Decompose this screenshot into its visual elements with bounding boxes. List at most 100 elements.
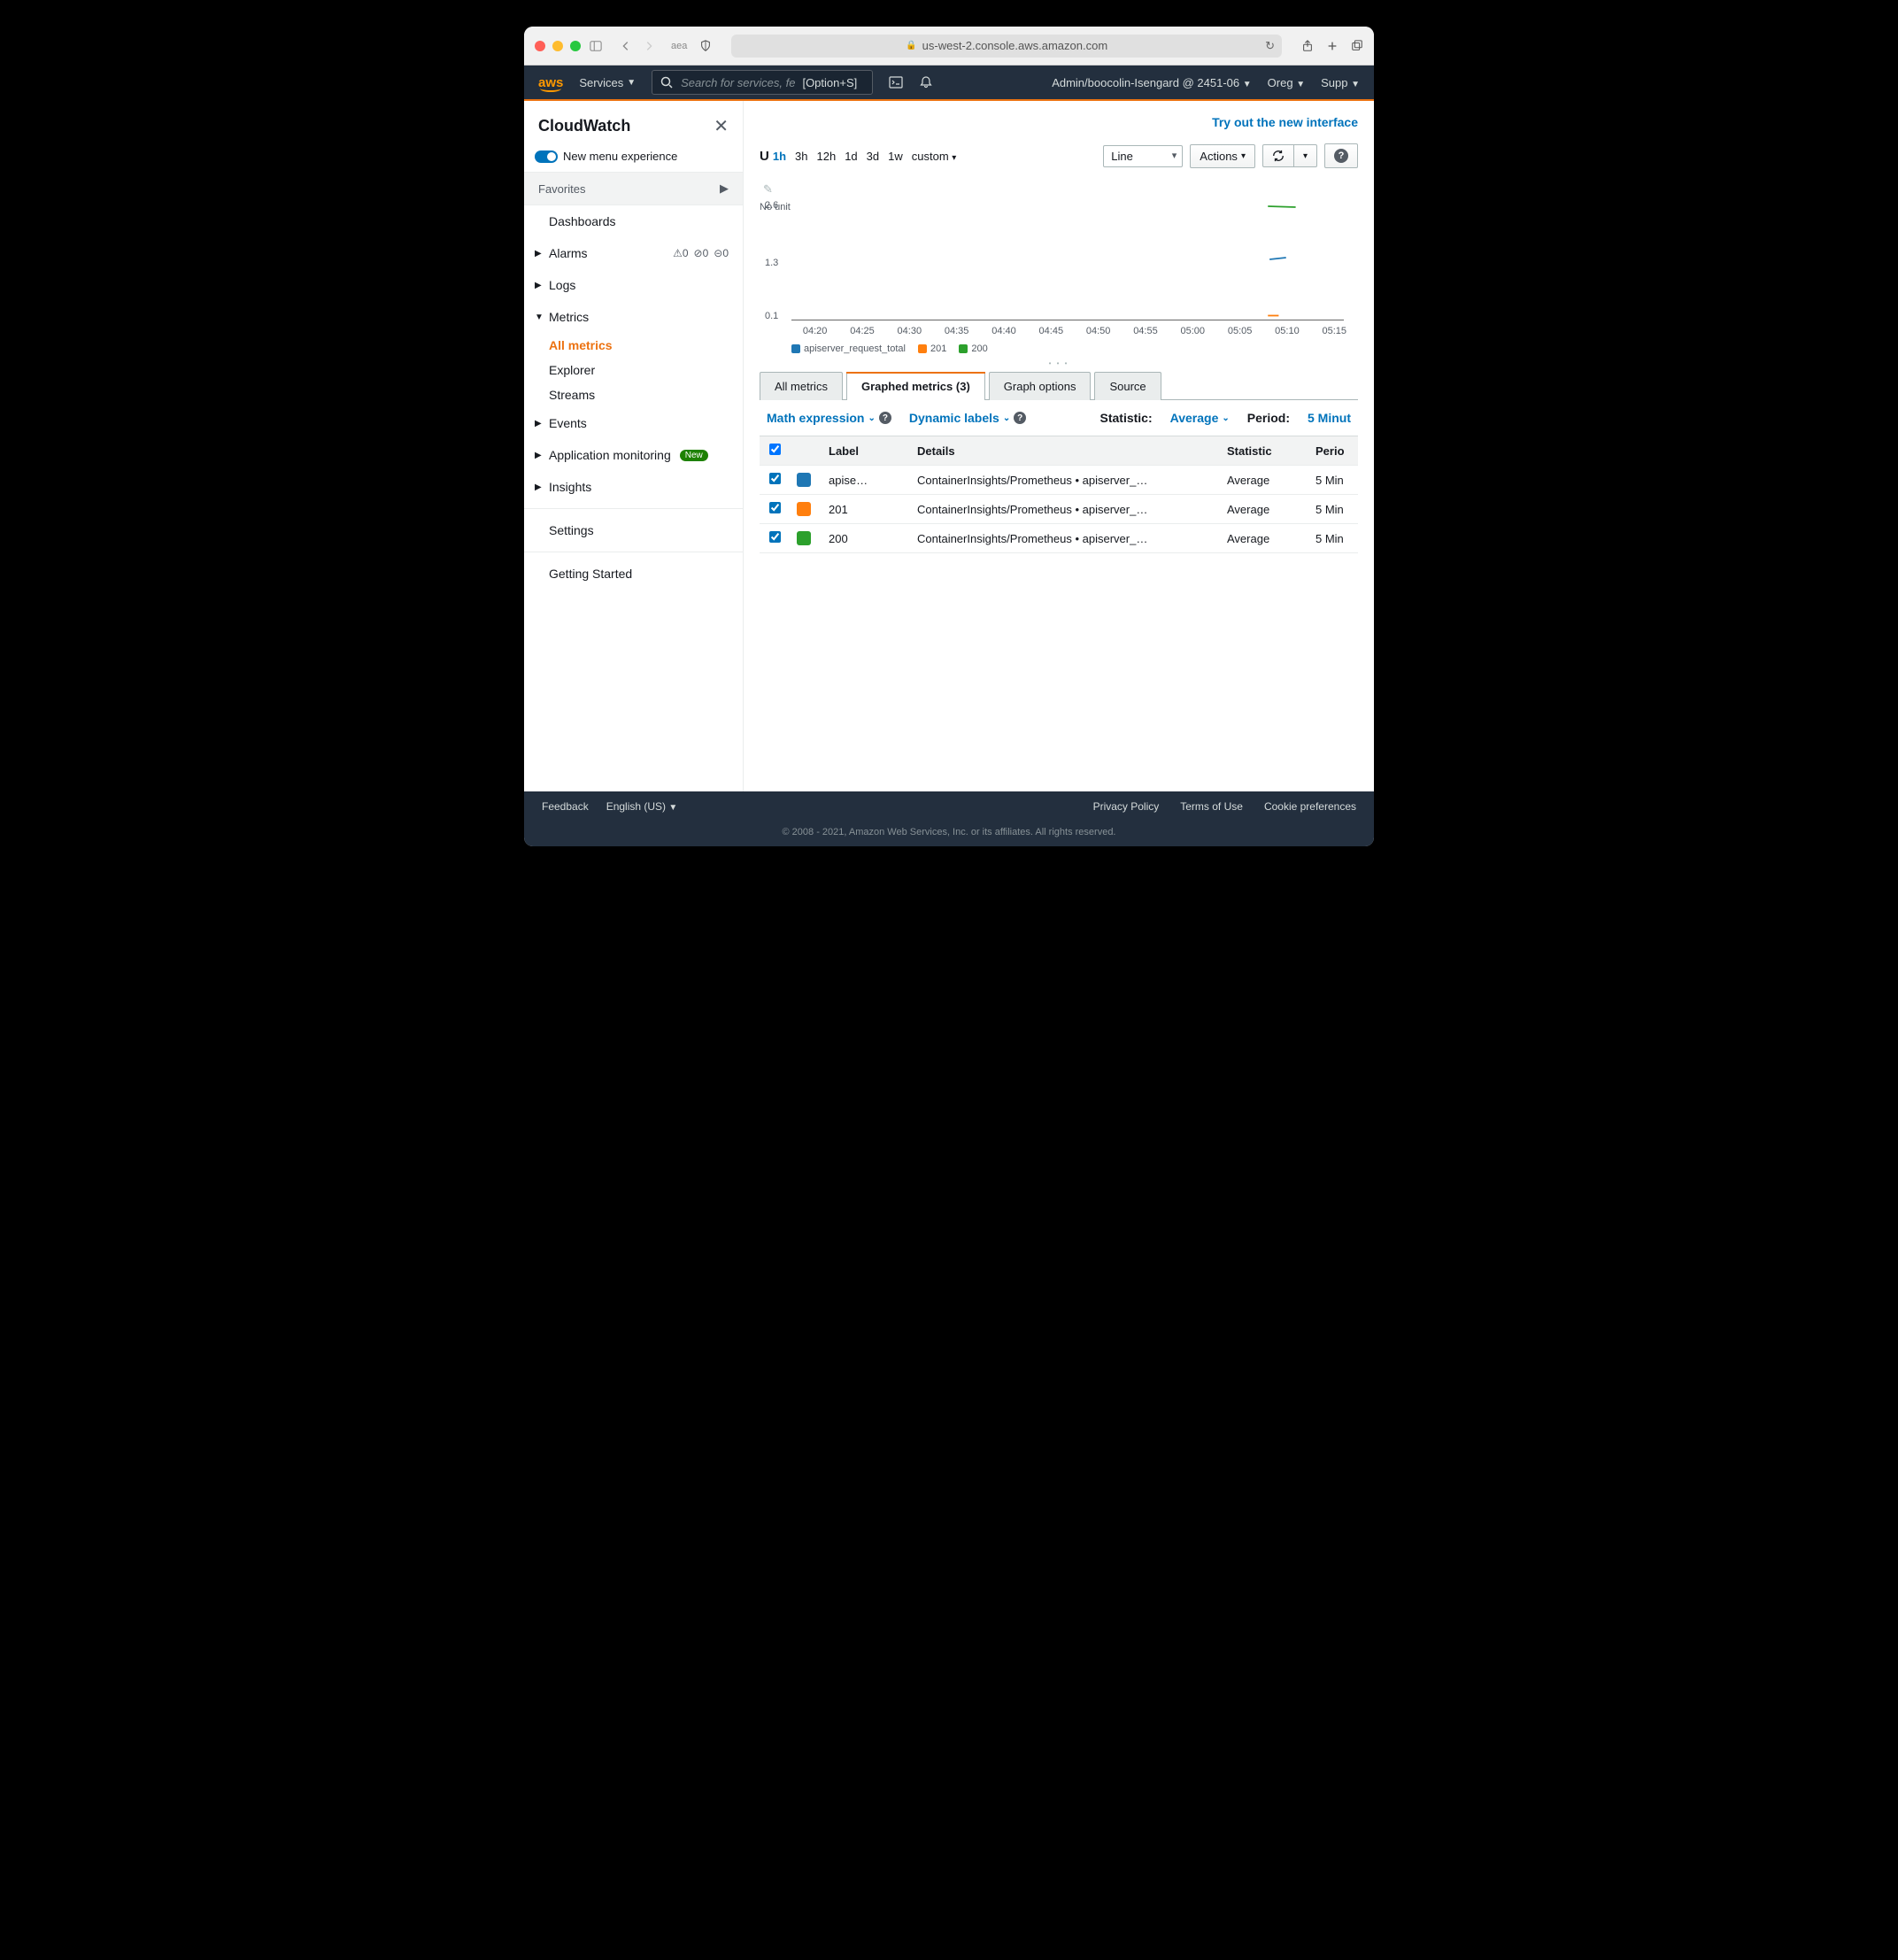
chart-toolbar: U1h3h12h1d3d1wcustom ▾ Line Actions ▾ ▾ … bbox=[760, 143, 1358, 168]
sidebar-item-label: Dashboards bbox=[549, 214, 616, 228]
sidebar-item-dashboards[interactable]: Dashboards bbox=[524, 205, 743, 237]
time-range-3h[interactable]: 3h bbox=[795, 150, 807, 163]
sidebar-item-events[interactable]: ▶Events bbox=[524, 407, 743, 439]
new-tab-icon[interactable] bbox=[1326, 40, 1339, 52]
share-icon[interactable] bbox=[1301, 40, 1314, 52]
actions-button[interactable]: Actions ▾ bbox=[1190, 144, 1255, 168]
favorites-row[interactable]: Favorites ▶ bbox=[524, 173, 743, 205]
bell-icon[interactable] bbox=[919, 75, 933, 89]
row-statistic: Average bbox=[1220, 525, 1308, 552]
period-label: Period: bbox=[1247, 411, 1290, 425]
cookie-link[interactable]: Cookie preferences bbox=[1264, 800, 1356, 813]
select-all-checkbox[interactable] bbox=[769, 444, 781, 455]
aws-logo[interactable]: aws bbox=[538, 75, 563, 90]
sidebar-title: CloudWatch bbox=[538, 117, 630, 135]
sidebar-subitem-explorer[interactable]: Explorer bbox=[524, 358, 743, 382]
services-label: Services bbox=[579, 76, 623, 89]
shield-icon[interactable] bbox=[699, 40, 712, 52]
services-menu[interactable]: Services ▼ bbox=[579, 76, 636, 89]
table-row[interactable]: 200ContainerInsights/Prometheus • apiser… bbox=[760, 524, 1358, 553]
table-row[interactable]: 201ContainerInsights/Prometheus • apiser… bbox=[760, 495, 1358, 524]
sidebar-item-insights[interactable]: ▶Insights bbox=[524, 471, 743, 503]
chevron-down-icon: ▼ bbox=[627, 78, 636, 88]
legend-item[interactable]: 201 bbox=[918, 343, 946, 354]
tab-graph-options[interactable]: Graph options bbox=[989, 372, 1092, 400]
tab-graphed-metrics-[interactable]: Graphed metrics (3) bbox=[846, 372, 985, 400]
sidebar-item-logs[interactable]: ▶Logs bbox=[524, 269, 743, 301]
back-button[interactable] bbox=[620, 40, 632, 52]
row-checkbox[interactable] bbox=[769, 502, 781, 513]
region-menu[interactable]: Oreg ▼ bbox=[1268, 76, 1305, 89]
resize-handle[interactable]: • • • bbox=[760, 359, 1358, 367]
sidebar-subitem-all-metrics[interactable]: All metrics bbox=[524, 333, 743, 358]
refresh-options-button[interactable]: ▾ bbox=[1294, 144, 1317, 167]
user-menu[interactable]: Admin/boocolin-Isengard @ 2451-06 ▼ bbox=[1052, 76, 1251, 89]
series-color-swatch[interactable] bbox=[797, 502, 811, 516]
time-range-3d[interactable]: 3d bbox=[867, 150, 879, 163]
time-range-1h[interactable]: 1h bbox=[773, 150, 786, 163]
language-select[interactable]: English (US) ▼ bbox=[606, 800, 678, 813]
terminal-icon[interactable] bbox=[889, 75, 903, 89]
help-button[interactable]: ? bbox=[1324, 143, 1358, 168]
row-checkbox[interactable] bbox=[769, 473, 781, 484]
sidebar-item-alarms[interactable]: ▶Alarms⚠0⊘0⊝0 bbox=[524, 237, 743, 269]
row-period: 5 Min bbox=[1308, 496, 1358, 523]
help-icon[interactable]: ? bbox=[1014, 412, 1026, 424]
lock-icon: 🔒 bbox=[906, 41, 916, 50]
forward-button[interactable] bbox=[643, 40, 655, 52]
tab-source[interactable]: Source bbox=[1094, 372, 1161, 400]
traffic-lights[interactable] bbox=[535, 41, 581, 51]
chart-area: No unit 2.61.30.1 04:2004:2504:3004:3504… bbox=[760, 202, 1358, 354]
time-range-custom[interactable]: custom ▾ bbox=[912, 150, 957, 163]
row-label: 200 bbox=[822, 525, 910, 552]
toggle-switch[interactable] bbox=[535, 150, 558, 163]
try-new-interface-link[interactable]: Try out the new interface bbox=[760, 115, 1358, 129]
chart-type-select[interactable]: Line bbox=[1103, 145, 1183, 167]
sidebar-toggle-icon[interactable] bbox=[590, 40, 602, 52]
time-range-1d[interactable]: 1d bbox=[845, 150, 857, 163]
aws-search[interactable]: Search for services, fe [Option+S] bbox=[652, 70, 873, 95]
time-range-1w[interactable]: 1w bbox=[888, 150, 903, 163]
reload-icon[interactable]: ↻ bbox=[1265, 39, 1275, 53]
row-checkbox[interactable] bbox=[769, 531, 781, 543]
privacy-link[interactable]: Privacy Policy bbox=[1093, 800, 1160, 813]
undo-icon[interactable]: U bbox=[760, 149, 769, 164]
tab-all-metrics[interactable]: All metrics bbox=[760, 372, 843, 400]
close-sidebar-icon[interactable]: ✕ bbox=[714, 115, 729, 137]
sidebar-item-label: Insights bbox=[549, 480, 591, 494]
legend-item[interactable]: 200 bbox=[959, 343, 987, 354]
row-statistic: Average bbox=[1220, 467, 1308, 494]
sidebar-item-settings[interactable]: Settings bbox=[524, 514, 743, 546]
sidebar-item-getting-started[interactable]: Getting Started bbox=[524, 558, 743, 590]
support-menu[interactable]: Supp ▼ bbox=[1321, 76, 1360, 89]
math-expression-link[interactable]: Math expression ⌄ ? bbox=[767, 411, 891, 425]
url-bar[interactable]: 🔒 us-west-2.console.aws.amazon.com ↻ bbox=[731, 35, 1282, 58]
period-select[interactable]: 5 Minut bbox=[1308, 411, 1351, 425]
statistic-select[interactable]: Average ⌄ bbox=[1170, 411, 1230, 425]
sidebar-item-metrics[interactable]: ▼Metrics bbox=[524, 301, 743, 333]
line-chart[interactable]: 2.61.30.1 bbox=[791, 205, 1358, 320]
legend-item[interactable]: apiserver_request_total bbox=[791, 343, 906, 354]
chevron-icon: ▶ bbox=[535, 281, 544, 290]
chevron-down-icon: ▾ bbox=[1241, 151, 1246, 161]
series-color-swatch[interactable] bbox=[797, 473, 811, 487]
row-statistic: Average bbox=[1220, 496, 1308, 523]
terms-link[interactable]: Terms of Use bbox=[1180, 800, 1243, 813]
metrics-table: Label Details Statistic Perio apise…Cont… bbox=[760, 436, 1358, 553]
refresh-button[interactable] bbox=[1262, 144, 1294, 167]
time-range-12h[interactable]: 12h bbox=[816, 150, 836, 163]
series-color-swatch[interactable] bbox=[797, 531, 811, 545]
help-icon[interactable]: ? bbox=[879, 412, 891, 424]
search-placeholder: Search for services, fe bbox=[681, 76, 795, 89]
dynamic-labels-link[interactable]: Dynamic labels ⌄ ? bbox=[909, 411, 1026, 425]
tabs-icon[interactable] bbox=[1351, 40, 1363, 52]
feedback-link[interactable]: Feedback bbox=[542, 800, 589, 813]
edit-title-icon[interactable]: ✎ bbox=[763, 182, 1358, 197]
help-icon: ? bbox=[1334, 149, 1348, 163]
table-row[interactable]: apise…ContainerInsights/Prometheus • api… bbox=[760, 466, 1358, 495]
sidebar: CloudWatch ✕ New menu experience Favorit… bbox=[524, 101, 744, 791]
search-icon bbox=[660, 75, 674, 89]
sidebar-item-application-monitoring[interactable]: ▶Application monitoringNew bbox=[524, 439, 743, 471]
menu-experience-toggle[interactable]: New menu experience bbox=[524, 146, 743, 173]
sidebar-subitem-streams[interactable]: Streams bbox=[524, 382, 743, 407]
